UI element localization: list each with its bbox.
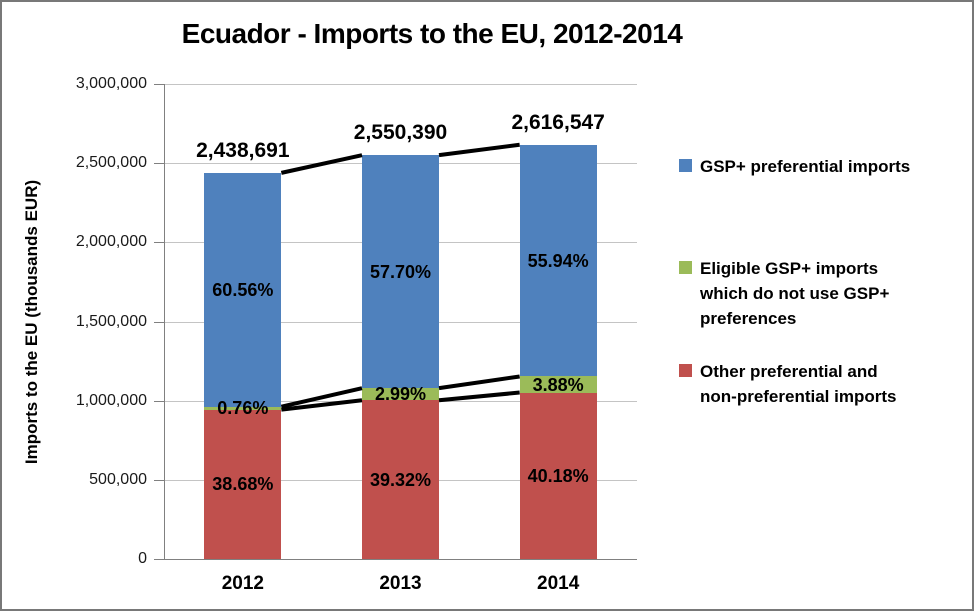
bar-segment-gsp-preferential-2014 — [519, 144, 597, 377]
y-tick-label: 0 — [138, 550, 147, 567]
legend-label: Eligible GSP+ imports which do not use G… — [700, 259, 890, 328]
y-tick-mark — [154, 559, 164, 560]
bar-segment-gsp-preferential-2013 — [362, 155, 439, 389]
y-tick-mark — [154, 480, 164, 481]
chart-title: Ecuador - Imports to the EU, 2012-2014 — [181, 18, 683, 49]
y-tick-mark — [154, 84, 164, 85]
series-line — [438, 142, 520, 158]
series-line — [438, 374, 520, 391]
bar-segment-other-preferential-2014 — [519, 392, 597, 559]
legend-swatch-icon — [679, 261, 692, 274]
y-tick-mark — [154, 401, 164, 402]
y-axis-line — [164, 84, 165, 559]
legend-swatch-icon — [679, 364, 692, 377]
legend-item: Other preferential and non-preferential … — [679, 359, 912, 409]
x-axis-label-2014: 2014 — [537, 573, 580, 594]
segment-percent-label-gsp-preferential-2014: 55.94% — [527, 250, 589, 271]
y-tick-label: 1,500,000 — [75, 313, 147, 330]
x-axis-line — [164, 559, 637, 560]
y-tick-label: 500,000 — [89, 471, 147, 488]
bar-segment-eligible-unused-gsp-2013 — [362, 388, 439, 401]
segment-percent-label-other-preferential-2014: 40.18% — [527, 465, 589, 486]
segment-percent-label-gsp-preferential-2013: 57.70% — [369, 261, 432, 282]
x-axis-label-2012: 2012 — [221, 573, 264, 594]
y-tick-label: 2,500,000 — [75, 154, 147, 171]
total-label-2012: 2,438,691 — [196, 138, 290, 162]
y-tick-label: 3,000,000 — [75, 75, 147, 92]
legend-label: Other preferential and non-preferential … — [700, 362, 897, 406]
gridline — [164, 84, 637, 85]
bar-segment-other-preferential-2012 — [204, 409, 282, 559]
segment-percent-label-eligible-unused-gsp-2012: 0.76% — [217, 398, 269, 419]
y-tick-mark — [154, 322, 164, 323]
y-tick-label: 2,000,000 — [75, 233, 147, 250]
bar-segment-other-preferential-2013 — [362, 400, 439, 559]
legend-item: GSP+ preferential imports — [679, 154, 910, 179]
segment-percent-label-other-preferential-2012: 38.68% — [212, 474, 274, 495]
y-tick-label: 1,000,000 — [75, 392, 147, 409]
segment-percent-label-gsp-preferential-2012: 60.56% — [212, 279, 274, 300]
segment-percent-label-other-preferential-2013: 39.32% — [369, 469, 432, 490]
series-line — [280, 153, 363, 175]
total-label-2014: 2,616,547 — [511, 110, 605, 134]
y-tick-mark — [154, 163, 164, 164]
segment-percent-label-eligible-unused-gsp-2014: 3.88% — [532, 374, 584, 395]
series-line — [281, 398, 363, 412]
total-label-2013: 2,550,390 — [353, 121, 448, 145]
bar-segment-eligible-unused-gsp-2012 — [204, 406, 282, 410]
x-axis-label-2013: 2013 — [379, 573, 422, 594]
bar-segment-gsp-preferential-2012 — [204, 172, 282, 407]
segment-percent-label-eligible-unused-gsp-2013: 2.99% — [374, 384, 427, 405]
series-line — [280, 386, 363, 409]
legend-swatch-icon — [679, 159, 692, 172]
bar-segment-eligible-unused-gsp-2014 — [519, 376, 597, 393]
series-line — [438, 390, 520, 403]
y-tick-mark — [154, 242, 164, 243]
legend: GSP+ preferential imports Eligible GSP+ i… — [679, 2, 959, 609]
legend-item: Eligible GSP+ imports which do not use G… — [679, 256, 912, 331]
legend-label: GSP+ preferential imports — [700, 157, 911, 176]
